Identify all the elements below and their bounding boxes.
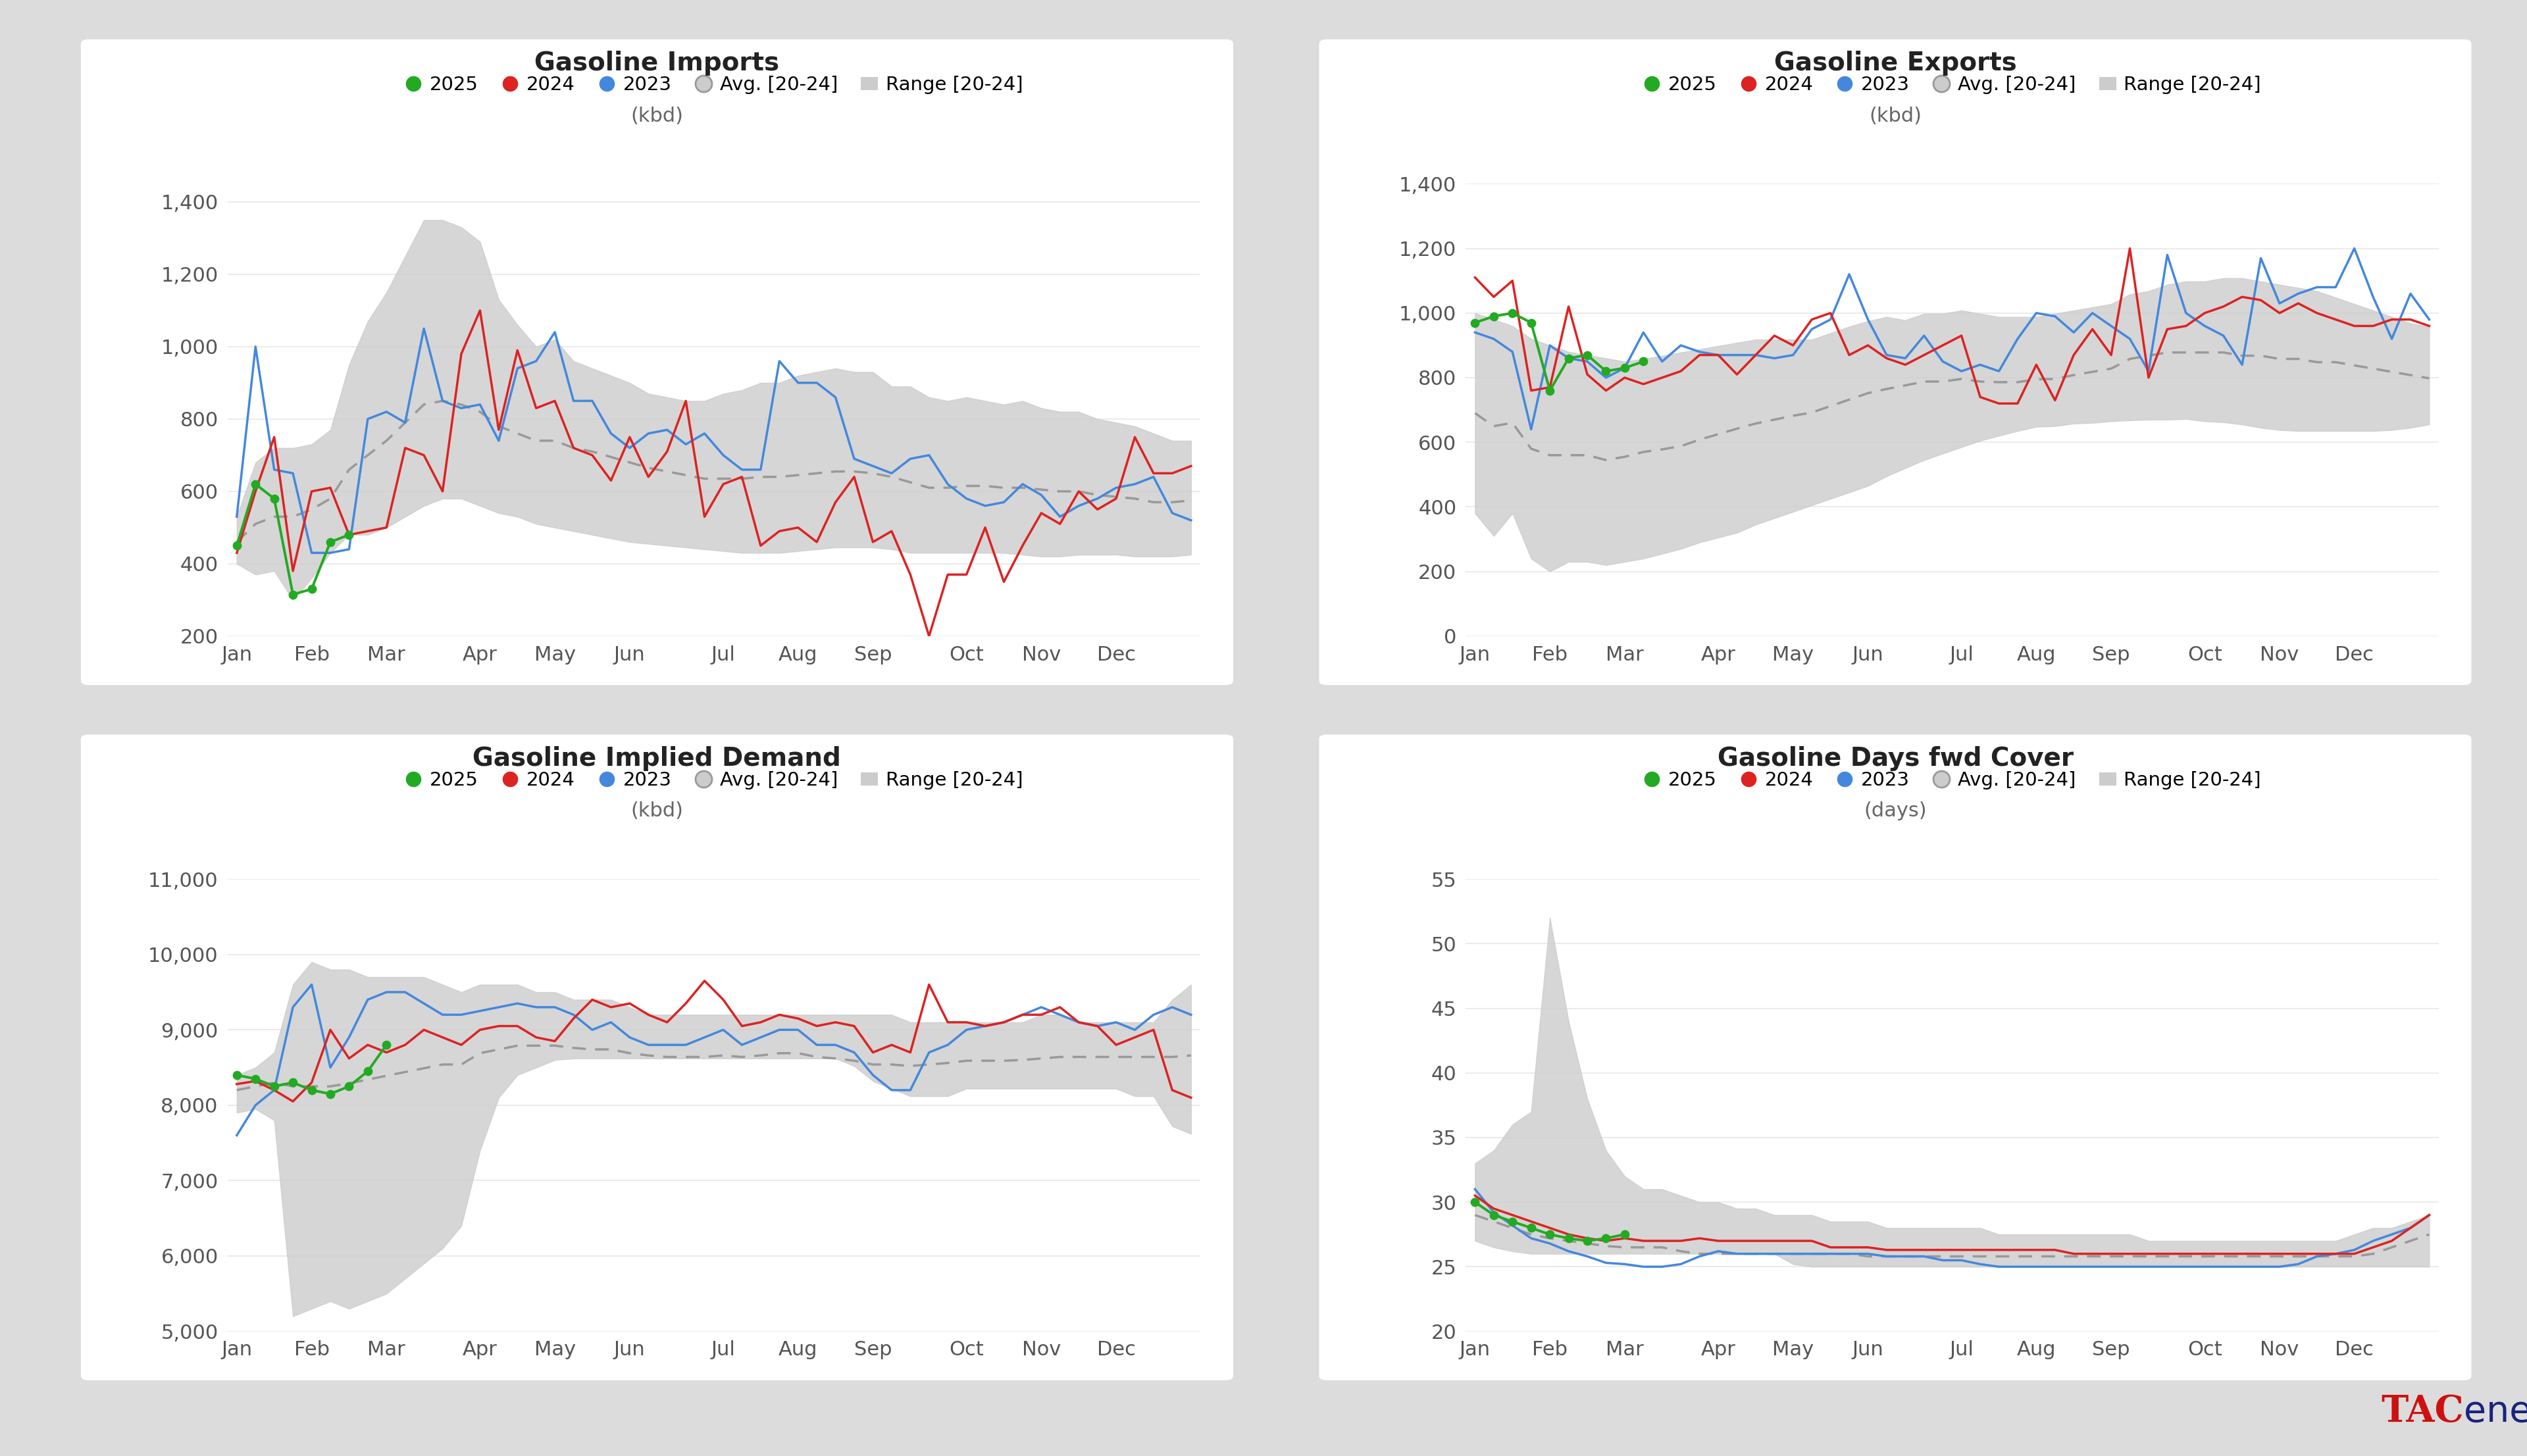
Point [1529,1223,1569,1246]
Point [291,1079,331,1102]
Text: (days): (days) [1865,801,1926,821]
Legend: 2025, 2024, 2023, Avg. [20-24], Range [20-24]: 2025, 2024, 2023, Avg. [20-24], Range [2… [404,76,1023,95]
Text: TAC: TAC [2380,1393,2464,1430]
Point [311,530,351,553]
Point [329,1075,369,1098]
Point [1605,357,1645,380]
Point [1456,1191,1496,1214]
Point [329,523,369,546]
Point [1456,312,1496,335]
Point [1587,1226,1627,1249]
Point [1493,301,1534,325]
Point [311,1082,351,1105]
Point [1622,349,1663,373]
Point [291,578,331,601]
Point [1549,347,1589,370]
Point [255,486,296,510]
Point [1473,304,1514,328]
Point [1567,1229,1607,1252]
Text: (kbd): (kbd) [632,801,682,821]
Text: Gasoline Days fwd Cover: Gasoline Days fwd Cover [1718,747,2072,772]
Point [1529,379,1569,402]
Point [1549,1226,1589,1249]
Text: Gasoline Implied Demand: Gasoline Implied Demand [473,747,841,772]
Legend: 2025, 2024, 2023, Avg. [20-24], Range [20-24]: 2025, 2024, 2023, Avg. [20-24], Range [2… [404,772,1023,789]
Point [235,1067,275,1091]
Point [1605,1223,1645,1246]
Text: energy.: energy. [2464,1395,2527,1430]
Legend: 2025, 2024, 2023, Avg. [20-24], Range [20-24]: 2025, 2024, 2023, Avg. [20-24], Range [2… [1643,76,2262,95]
Point [349,1060,389,1083]
Legend: 2025, 2024, 2023, Avg. [20-24], Range [20-24]: 2025, 2024, 2023, Avg. [20-24], Range [2… [1643,772,2262,789]
Point [1587,360,1627,383]
Point [217,534,258,558]
Point [235,473,275,496]
Text: (kbd): (kbd) [632,106,682,125]
Point [255,1075,296,1098]
Text: (kbd): (kbd) [1870,106,1921,125]
Point [273,582,313,606]
Text: Gasoline Imports: Gasoline Imports [536,51,778,76]
Text: Gasoline Exports: Gasoline Exports [1774,51,2017,76]
Point [1567,344,1607,367]
Point [366,1034,407,1057]
Point [1511,1216,1552,1239]
Point [217,1063,258,1086]
Point [1493,1210,1534,1233]
Point [1473,1203,1514,1226]
Point [1511,312,1552,335]
Point [273,1072,313,1095]
